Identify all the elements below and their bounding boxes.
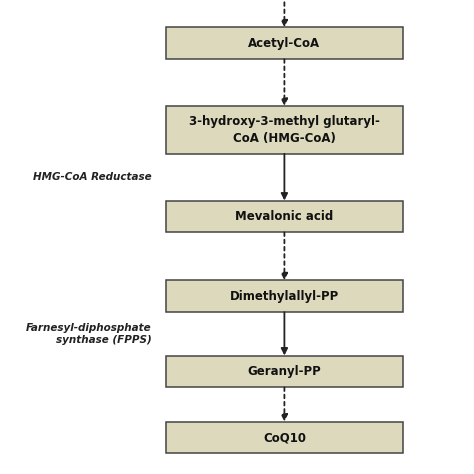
Text: 3-hydroxy-3-methyl glutaryl-
CoA (HMG-CoA): 3-hydroxy-3-methyl glutaryl- CoA (HMG-Co… — [189, 115, 380, 145]
Text: Mevalonic acid: Mevalonic acid — [235, 210, 334, 223]
Text: HMG-CoA Reductase: HMG-CoA Reductase — [33, 172, 152, 182]
FancyBboxPatch shape — [166, 27, 403, 59]
Text: CoQ10: CoQ10 — [263, 431, 306, 444]
Text: Farnesyl-diphosphate
synthase (FPPS): Farnesyl-diphosphate synthase (FPPS) — [26, 323, 152, 345]
FancyBboxPatch shape — [166, 201, 403, 232]
FancyBboxPatch shape — [166, 356, 403, 387]
FancyBboxPatch shape — [166, 421, 403, 454]
FancyBboxPatch shape — [166, 280, 403, 312]
FancyBboxPatch shape — [166, 106, 403, 154]
Text: Dimethylallyl-PP: Dimethylallyl-PP — [230, 290, 339, 303]
Text: Acetyl-CoA: Acetyl-CoA — [248, 37, 320, 50]
Text: Geranyl-PP: Geranyl-PP — [247, 365, 321, 378]
